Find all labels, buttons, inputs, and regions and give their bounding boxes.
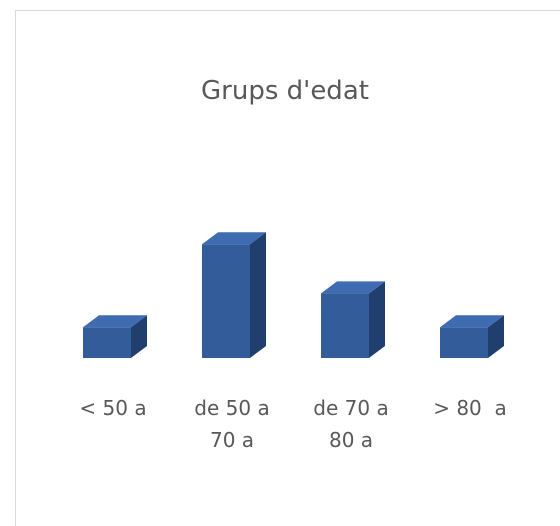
bar-top	[440, 315, 504, 328]
bar-front	[202, 244, 250, 358]
x-tick-label: < 50 a	[79, 396, 147, 420]
chart-frame	[15, 10, 560, 526]
bar-top	[321, 281, 385, 294]
bar-side	[250, 232, 266, 358]
bar	[321, 281, 385, 358]
bar-top	[83, 315, 147, 328]
bar	[440, 315, 504, 358]
x-tick-label: > 80 a	[433, 396, 507, 420]
bar-front	[440, 327, 488, 358]
chart-title: Grups d'edat	[201, 76, 369, 106]
bar-side	[488, 315, 504, 358]
x-tick-label: de 50 a 70 a	[194, 396, 277, 452]
bar-front	[321, 293, 369, 358]
bar-side	[369, 281, 385, 358]
x-tick-label: de 70 a 80 a	[313, 396, 396, 452]
bar-front	[83, 327, 131, 358]
bar-top	[202, 232, 266, 245]
bar	[83, 315, 147, 358]
bar-side	[131, 315, 147, 358]
bar	[202, 232, 266, 358]
